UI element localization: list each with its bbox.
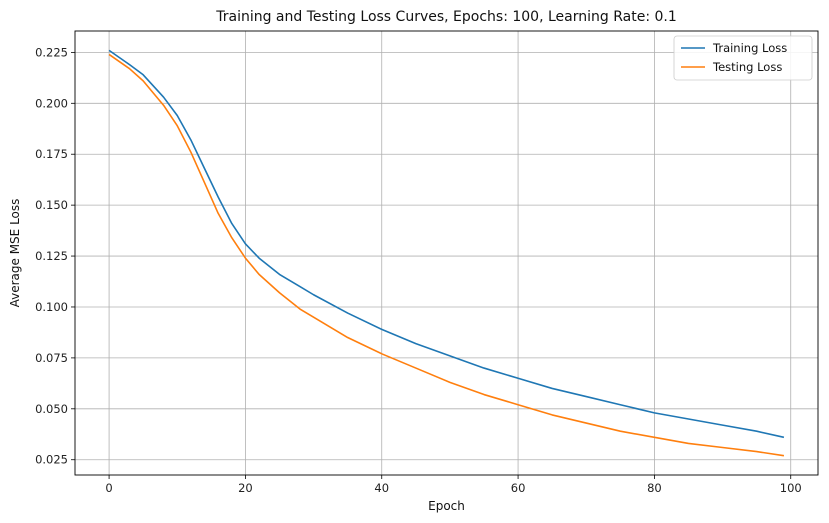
y-axis-ticks: 0.025 0.050 0.075 0.100 0.125 0.150 0.175 0.200…	[35, 45, 75, 467]
plot-lines	[108, 49, 785, 457]
y-tick-label: 0.175	[35, 147, 68, 161]
y-tick-label: 0.150	[35, 198, 68, 212]
x-tick-label: 20	[238, 481, 253, 495]
y-tick-label: 0.225	[35, 45, 68, 59]
x-tick-label: 100	[780, 481, 802, 495]
y-tick-label: 0.025	[35, 453, 68, 467]
y-axis-label: Average MSE Loss	[8, 199, 22, 308]
legend-label: Training Loss	[712, 41, 787, 55]
legend: Training Loss Testing Loss	[673, 35, 813, 81]
plot-area-frame	[74, 30, 819, 476]
series-line-testing-loss	[108, 53, 785, 457]
legend-label: Testing Loss	[712, 60, 782, 74]
x-tick-label: 60	[511, 481, 526, 495]
x-tick-label: 40	[374, 481, 389, 495]
series-line-training-loss	[108, 49, 785, 439]
y-tick-label: 0.050	[35, 402, 68, 416]
legend-box	[673, 35, 813, 81]
y-tick-label: 0.125	[35, 249, 68, 263]
y-tick-label: 0.075	[35, 351, 68, 365]
x-axis-label: Epoch	[428, 499, 465, 513]
y-tick-label: 0.200	[35, 96, 68, 110]
x-tick-label: 0	[105, 481, 112, 495]
grid	[75, 31, 818, 475]
x-tick-label: 80	[647, 481, 662, 495]
x-axis-ticks: 0 20 40 60 80 100	[105, 475, 802, 495]
y-tick-label: 0.100	[35, 300, 68, 314]
chart-title: Training and Testing Loss Curves, Epochs…	[215, 9, 677, 25]
